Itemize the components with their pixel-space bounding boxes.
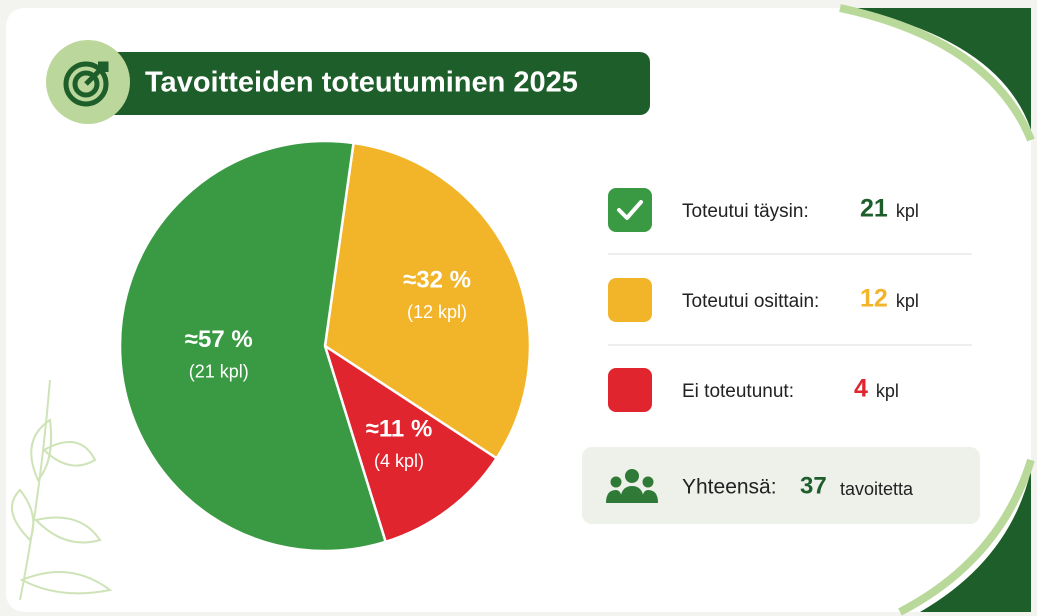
count-label: (12 kpl) (407, 302, 467, 322)
total-box (582, 447, 980, 524)
total-label: Yhteensä: (682, 476, 777, 499)
percent-label: ≈32 % (403, 267, 471, 294)
total-value: 37 (800, 472, 827, 499)
legend-swatch (608, 188, 652, 232)
legend-count: 21 (860, 195, 888, 223)
legend-unit: kpl (896, 201, 919, 221)
percent-label: ≈57 % (185, 326, 253, 353)
count-label: (21 kpl) (189, 361, 249, 381)
percent-label: ≈11 % (366, 416, 433, 443)
legend-unit: kpl (896, 291, 919, 311)
legend-count: 4 (854, 375, 868, 403)
legend-label: Toteutui täysin: (682, 201, 809, 222)
legend-swatch (608, 278, 652, 322)
legend-count: 12 (860, 285, 888, 313)
total-unit: tavoitetta (840, 479, 914, 499)
chart: Tavoitteiden toteutuminen 2025 Yhteensä:… (0, 0, 1037, 616)
legend-label: Toteutui osittain: (682, 291, 819, 312)
chart-title: Tavoitteiden toteutuminen 2025 (145, 67, 578, 99)
legend-swatch (608, 368, 652, 412)
legend-label: Ei toteutunut: (682, 381, 794, 402)
count-label: (4 kpl) (374, 451, 424, 471)
page: Tavoitteiden toteutuminen 2025 Yhteensä:… (0, 0, 1037, 616)
legend-unit: kpl (876, 381, 899, 401)
